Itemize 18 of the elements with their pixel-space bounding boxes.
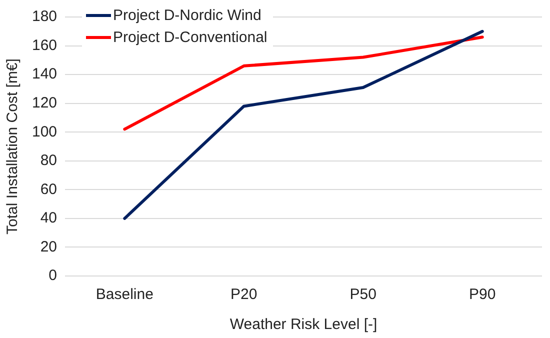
x-axis-title: Weather Risk Level [-] <box>230 316 378 334</box>
y-tick-label: 120 <box>32 94 58 112</box>
y-axis-title: Total Installation Cost [m€] <box>4 58 22 234</box>
x-tick-label: P90 <box>469 286 496 304</box>
y-tick-label: 140 <box>32 66 58 83</box>
y-tick-label: 40 <box>40 210 58 227</box>
x-tick-label: P20 <box>230 286 258 304</box>
y-tick-label: 60 <box>40 180 58 198</box>
x-tick-label: Baseline <box>96 286 154 304</box>
y-tick-label: 80 <box>40 152 58 170</box>
legend-label: Project D-Conventional <box>113 28 268 46</box>
y-tick-label: 100 <box>32 123 58 140</box>
y-tick-label: 0 <box>48 267 58 284</box>
y-tick-label: 160 <box>32 36 58 54</box>
legend-label: Project D-Nordic Wind <box>113 6 262 24</box>
x-tick-label: P50 <box>350 286 376 304</box>
y-tick-label: 180 <box>32 8 58 26</box>
y-tick-label: 20 <box>40 238 58 256</box>
